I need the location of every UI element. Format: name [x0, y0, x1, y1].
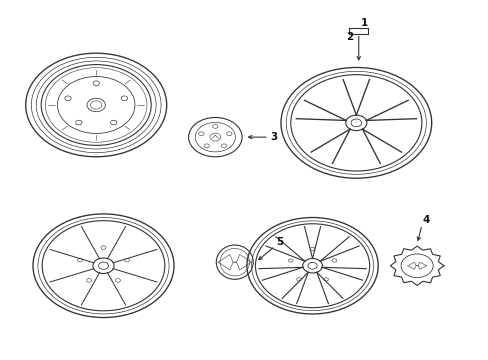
Text: 1: 1 [361, 18, 367, 28]
Text: 5: 5 [276, 237, 283, 247]
Text: 4: 4 [422, 215, 429, 225]
Text: 2: 2 [346, 32, 353, 42]
Text: 3: 3 [270, 132, 277, 142]
